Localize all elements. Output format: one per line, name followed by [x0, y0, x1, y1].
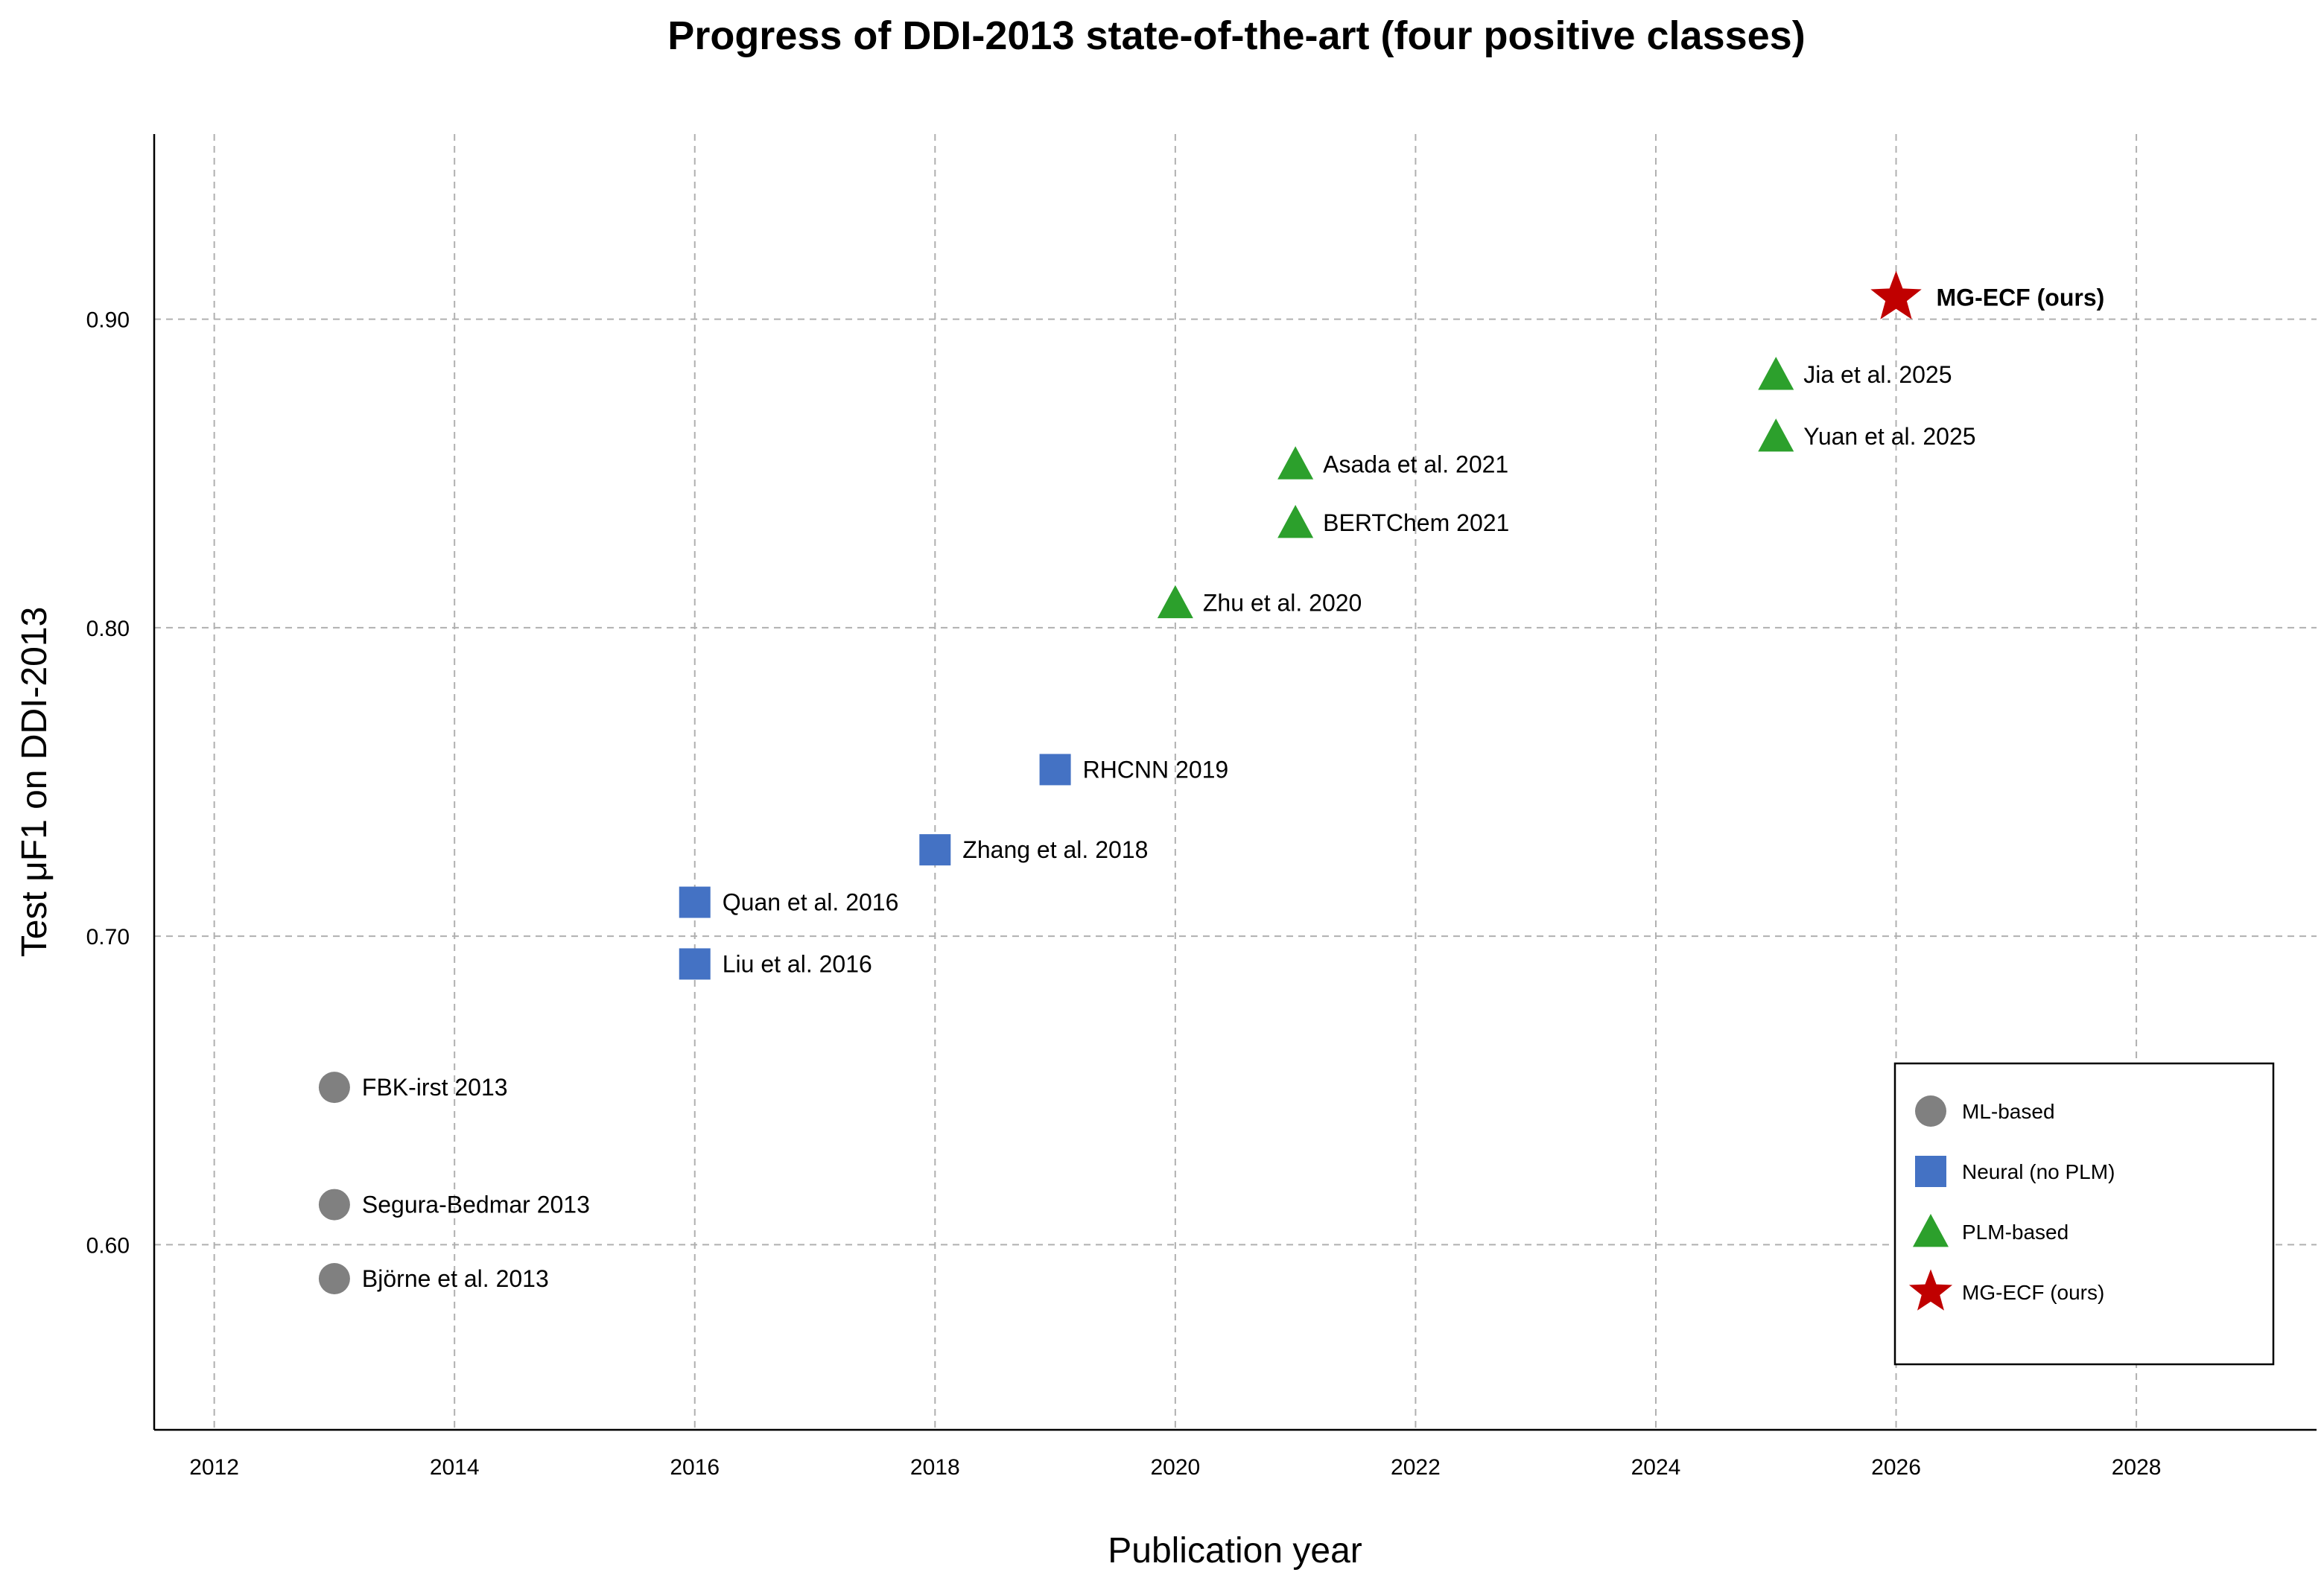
x-tick-label: 2024	[1631, 1455, 1681, 1480]
legend-box	[1893, 1062, 2275, 1366]
data-label: Zhang et al. 2018	[962, 836, 1148, 863]
x-tick-labels: 2012 2014 2016 2018 2020 2022 2024 2026 2028	[189, 1455, 2161, 1480]
data-point-triangle	[1157, 585, 1193, 619]
data-point-triangle	[1758, 357, 1794, 390]
data-points: FBK-irst 2013 Segura-Bedmar 2013 Björne et…	[318, 270, 2105, 1294]
y-tick-label: 0.70	[86, 925, 130, 949]
legend-items: ML-based Neural (no PLM) PLM-based MG-ECF (…	[1908, 1095, 2115, 1311]
data-point-triangle	[1277, 505, 1314, 538]
legend-marker-star	[1908, 1269, 1953, 1311]
chart-title: Progress of DDI-2013 state-of-the-art (f…	[667, 13, 1805, 58]
data-label: BERTChem 2021	[1323, 509, 1509, 536]
legend-marker-square	[1915, 1156, 1946, 1187]
data-label: Björne et al. 2013	[362, 1265, 549, 1292]
x-tick-label: 2026	[1871, 1455, 1921, 1480]
x-tick-label: 2022	[1391, 1455, 1441, 1480]
data-label: RHCNN 2019	[1083, 756, 1229, 783]
data-point-triangle	[1758, 419, 1794, 452]
legend-label: ML-based	[1962, 1100, 2055, 1123]
legend-marker-triangle	[1913, 1214, 1949, 1247]
data-point-square	[1039, 754, 1071, 786]
legend-marker-circle	[1915, 1095, 1946, 1127]
x-axis-label: Publication year	[1108, 1531, 1362, 1571]
x-tick-label: 2012	[189, 1455, 239, 1480]
data-point-square	[679, 948, 711, 980]
y-axis-label: Test μF1 on DDI-2013	[15, 607, 54, 958]
data-label: Zhu et al. 2020	[1203, 590, 1362, 617]
data-label: Jia et al. 2025	[1803, 361, 1952, 388]
legend: ML-based Neural (no PLM) PLM-based MG-ECF (…	[1893, 1062, 2275, 1366]
y-tick-label: 0.80	[86, 617, 130, 641]
data-label: Liu et al. 2016	[723, 950, 872, 977]
data-point-square	[679, 886, 711, 918]
y-tick-label: 0.90	[86, 308, 130, 333]
x-tick-label: 2018	[910, 1455, 960, 1480]
data-label: Yuan et al. 2025	[1803, 423, 1975, 450]
axes	[153, 134, 2317, 1431]
data-point-circle	[318, 1263, 350, 1294]
legend-label: MG-ECF (ours)	[1962, 1281, 2104, 1304]
data-label: FBK-irst 2013	[362, 1074, 508, 1101]
legend-label: PLM-based	[1962, 1221, 2069, 1244]
x-tick-label: 2014	[430, 1455, 480, 1480]
y-tick-labels: 0.60 0.70 0.80 0.90	[86, 308, 130, 1259]
data-point-star	[1870, 270, 1922, 319]
legend-label: Neural (no PLM)	[1962, 1160, 2115, 1183]
data-point-triangle	[1277, 446, 1314, 480]
data-point-circle	[318, 1072, 350, 1104]
x-tick-label: 2016	[670, 1455, 720, 1480]
data-label: Asada et al. 2021	[1323, 451, 1508, 477]
data-point-circle	[318, 1189, 350, 1221]
data-label: Quan et al. 2016	[723, 889, 899, 916]
x-tick-label: 2028	[2112, 1455, 2162, 1480]
y-tick-label: 0.60	[86, 1233, 130, 1258]
data-label: Segura-Bedmar 2013	[362, 1192, 590, 1218]
data-label: MG-ECF (ours)	[1937, 284, 2105, 311]
x-tick-label: 2020	[1150, 1455, 1200, 1480]
data-point-square	[919, 834, 951, 866]
